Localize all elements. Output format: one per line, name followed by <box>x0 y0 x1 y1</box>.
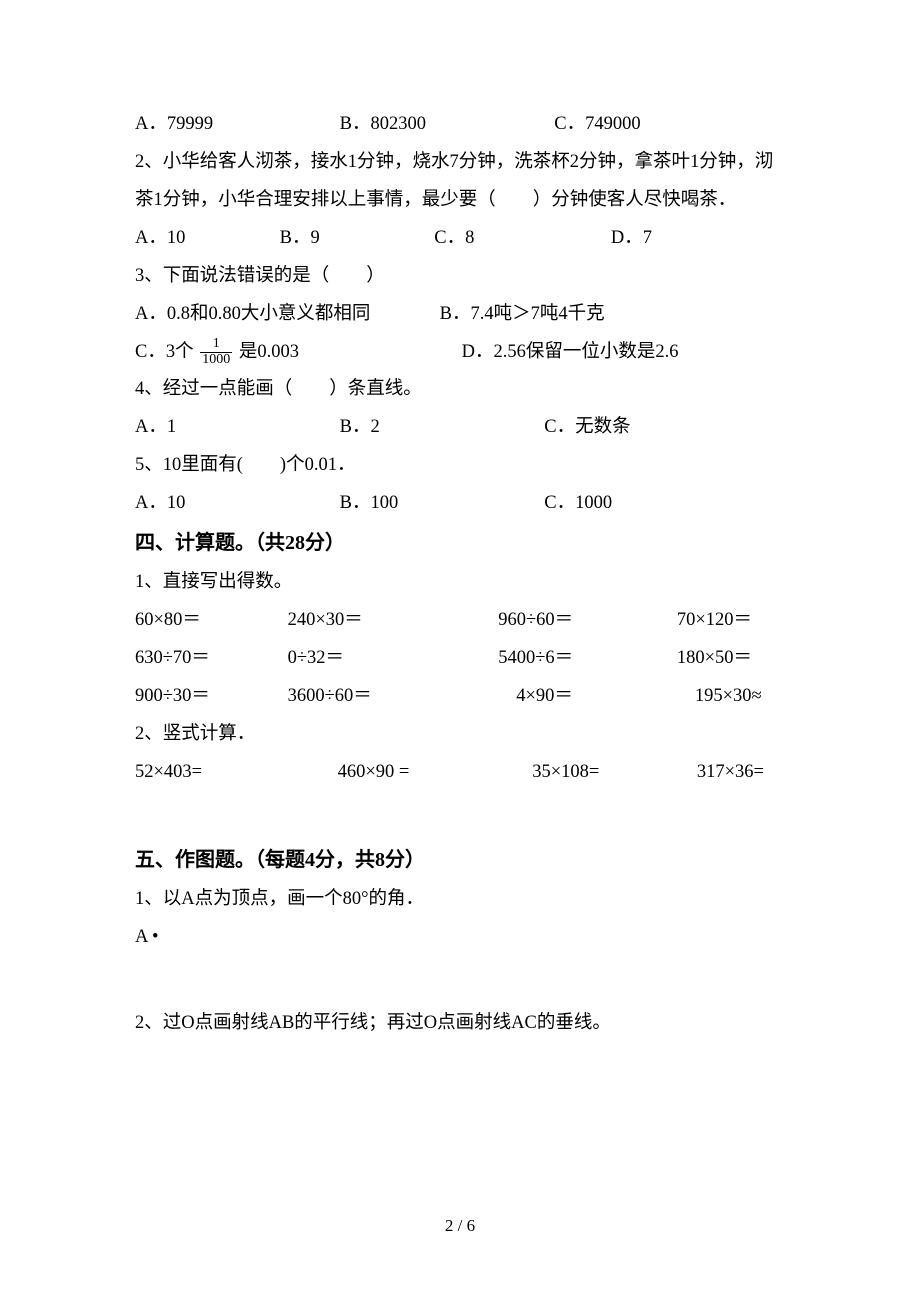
q2-opt-b: B．9 <box>280 220 430 258</box>
q1-options: A．79999 B．802300 C．749000 <box>135 106 785 144</box>
calc-3b: 3600÷60＝ <box>288 678 494 716</box>
q5-options: A．10 B．100 C．1000 <box>135 485 785 523</box>
fraction-icon: 11000 <box>200 337 232 367</box>
calc-3c: 4×90＝ <box>498 678 690 716</box>
calc-row-2: 630÷70＝ 0÷32＝ 5400÷6＝ 180×50＝ <box>135 640 785 678</box>
calc2-d: 317×36= <box>697 754 764 792</box>
q3-opt-d: D．2.56保留一位小数是2.6 <box>462 334 679 372</box>
fraction-numerator: 1 <box>200 337 232 353</box>
sec4-p2: 2、竖式计算． <box>135 716 785 754</box>
section4-title: 四、计算题。（共28分） <box>135 523 785 564</box>
q5-stem: 5、10里面有( )个0.01． <box>135 447 785 485</box>
calc2-c: 35×108= <box>532 754 692 792</box>
section5-title: 五、作图题。（每题4分，共8分） <box>135 840 785 881</box>
calc2-a: 52×403= <box>135 754 333 792</box>
q4-opt-a: A．1 <box>135 409 335 447</box>
fraction-denominator: 1000 <box>200 353 232 368</box>
sec5-p1: 1、以A点为顶点，画一个80°的角． <box>135 881 785 919</box>
calc-2d: 180×50＝ <box>677 640 752 678</box>
sec4-p1: 1、直接写出得数。 <box>135 564 785 602</box>
q2-opt-a: A．10 <box>135 220 275 258</box>
q2-opt-c: C．8 <box>434 220 606 258</box>
q3-row-ab: A．0.8和0.80大小意义都相同 B．7.4吨＞7吨4千克 <box>135 296 785 334</box>
calc-2a: 630÷70＝ <box>135 640 283 678</box>
q3-opt-a: A．0.8和0.80大小意义都相同 <box>135 296 435 334</box>
calc-3d: 195×30≈ <box>695 678 762 716</box>
point-a-icon: A • <box>135 919 785 957</box>
calc-1b: 240×30＝ <box>288 602 494 640</box>
q3-opt-c-post: 是0.003 <box>234 342 299 362</box>
calc2-row: 52×403= 460×90 = 35×108= 317×36= <box>135 754 785 792</box>
q1-opt-c: C．749000 <box>554 106 640 144</box>
calc-1c: 960÷60＝ <box>498 602 672 640</box>
calc2-b: 460×90 = <box>338 754 528 792</box>
q5-opt-b: B．100 <box>340 485 540 523</box>
q2-options: A．10 B．9 C．8 D．7 <box>135 220 785 258</box>
q4-opt-b: B．2 <box>340 409 540 447</box>
q3-stem: 3、下面说法错误的是（ ） <box>135 258 785 296</box>
q3-opt-c: C．3个 11000 是0.003 <box>135 334 457 372</box>
q2-opt-d: D．7 <box>611 220 652 258</box>
q3-opt-b: B．7.4吨＞7吨4千克 <box>440 296 605 334</box>
q3-opt-c-pre: C．3个 <box>135 342 198 362</box>
q1-opt-b: B．802300 <box>340 106 550 144</box>
calc-2c: 5400÷6＝ <box>498 640 672 678</box>
q1-opt-a: A．79999 <box>135 106 335 144</box>
q2-stem: 2、小华给客人沏茶，接水1分钟，烧水7分钟，洗茶杯2分钟，拿茶叶1分钟，沏茶1分… <box>135 144 785 220</box>
q4-options: A．1 B．2 C．无数条 <box>135 409 785 447</box>
q5-opt-a: A．10 <box>135 485 335 523</box>
calc-row-1: 60×80＝ 240×30＝ 960÷60＝ 70×120＝ <box>135 602 785 640</box>
q3-row-cd: C．3个 11000 是0.003 D．2.56保留一位小数是2.6 <box>135 334 785 372</box>
calc-1a: 60×80＝ <box>135 602 283 640</box>
calc-1d: 70×120＝ <box>677 602 752 640</box>
page-number: 2 / 6 <box>0 1209 920 1244</box>
q4-opt-c: C．无数条 <box>544 409 630 447</box>
sec5-p2: 2、过O点画射线AB的平行线；再过O点画射线AC的垂线。 <box>135 1005 785 1043</box>
q5-opt-c: C．1000 <box>544 485 612 523</box>
calc-row-3: 900÷30＝ 3600÷60＝ 4×90＝ 195×30≈ <box>135 678 785 716</box>
q4-stem: 4、经过一点能画（ ）条直线。 <box>135 371 785 409</box>
calc-2b: 0÷32＝ <box>288 640 494 678</box>
calc-3a: 900÷30＝ <box>135 678 283 716</box>
